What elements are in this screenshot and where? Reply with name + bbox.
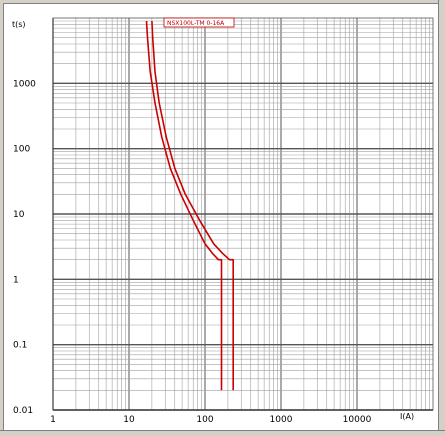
y-tick-label: 0.01: [13, 406, 33, 416]
x-tick-label: 1000: [270, 415, 293, 425]
curves: [145, 20, 234, 391]
legend: NSX100L-TM 0-16A: [163, 17, 235, 28]
y-tick-label: 1: [13, 275, 19, 285]
y-tick-label: 0.1: [13, 341, 27, 351]
x-tick-label: 1: [50, 415, 56, 425]
time-current-chart: 1 10 100 1000 10000 0.01 0.1 1 10 100 1000 NSX100L…: [12, 17, 434, 425]
axes: [52, 17, 434, 411]
tick-labels: 1 10 100 1000 10000 0.01 0.1 1 10 100 1000: [13, 79, 372, 425]
plot-frame: [52, 17, 434, 411]
legend-box: [163, 17, 235, 28]
y-axis-title: t(s): [12, 20, 26, 29]
grid: [52, 18, 433, 411]
x-tick-label: 100: [196, 415, 213, 425]
curve-min: [145, 20, 223, 391]
x-tick-label: 10: [123, 415, 135, 425]
curve-max: [151, 20, 234, 391]
legend-label: NSX100L-TM 0-16A: [167, 20, 225, 27]
horizontal-scrollbar[interactable]: [0, 430, 445, 436]
y-tick-label: 1000: [13, 79, 36, 89]
x-axis-title: I(A): [400, 412, 414, 421]
y-tick-label: 100: [13, 145, 30, 155]
y-tick-label: 10: [13, 210, 25, 220]
plot-panel: 1 10 100 1000 10000 0.01 0.1 1 10 100 1000 NSX100L…: [3, 3, 439, 431]
vertical-scrollbar[interactable]: [438, 0, 445, 435]
x-tick-label: 10000: [343, 415, 372, 425]
